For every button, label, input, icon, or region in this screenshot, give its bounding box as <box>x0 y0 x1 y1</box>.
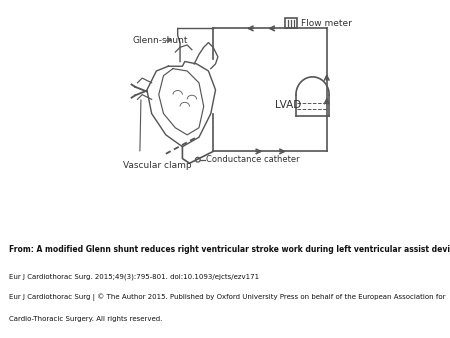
Text: From: A modified Glenn shunt reduces right ventricular stroke work during left v: From: A modified Glenn shunt reduces rig… <box>9 245 450 254</box>
Text: Glenn-shunt: Glenn-shunt <box>133 36 188 45</box>
Text: Cardio-Thoracic Surgery. All rights reserved.: Cardio-Thoracic Surgery. All rights rese… <box>9 316 162 322</box>
Text: Flow meter: Flow meter <box>301 19 352 28</box>
Text: Eur J Cardiothorac Surg. 2015;49(3):795-801. doi:10.1093/ejcts/ezv171: Eur J Cardiothorac Surg. 2015;49(3):795-… <box>9 273 259 280</box>
Text: Vascular clamp: Vascular clamp <box>123 161 192 170</box>
Bar <box>285 19 297 28</box>
Text: LVAD: LVAD <box>274 100 301 110</box>
Text: Conductance catheter: Conductance catheter <box>206 155 299 164</box>
Text: Eur J Cardiothorac Surg | © The Author 2015. Published by Oxford University Pres: Eur J Cardiothorac Surg | © The Author 2… <box>9 293 446 300</box>
